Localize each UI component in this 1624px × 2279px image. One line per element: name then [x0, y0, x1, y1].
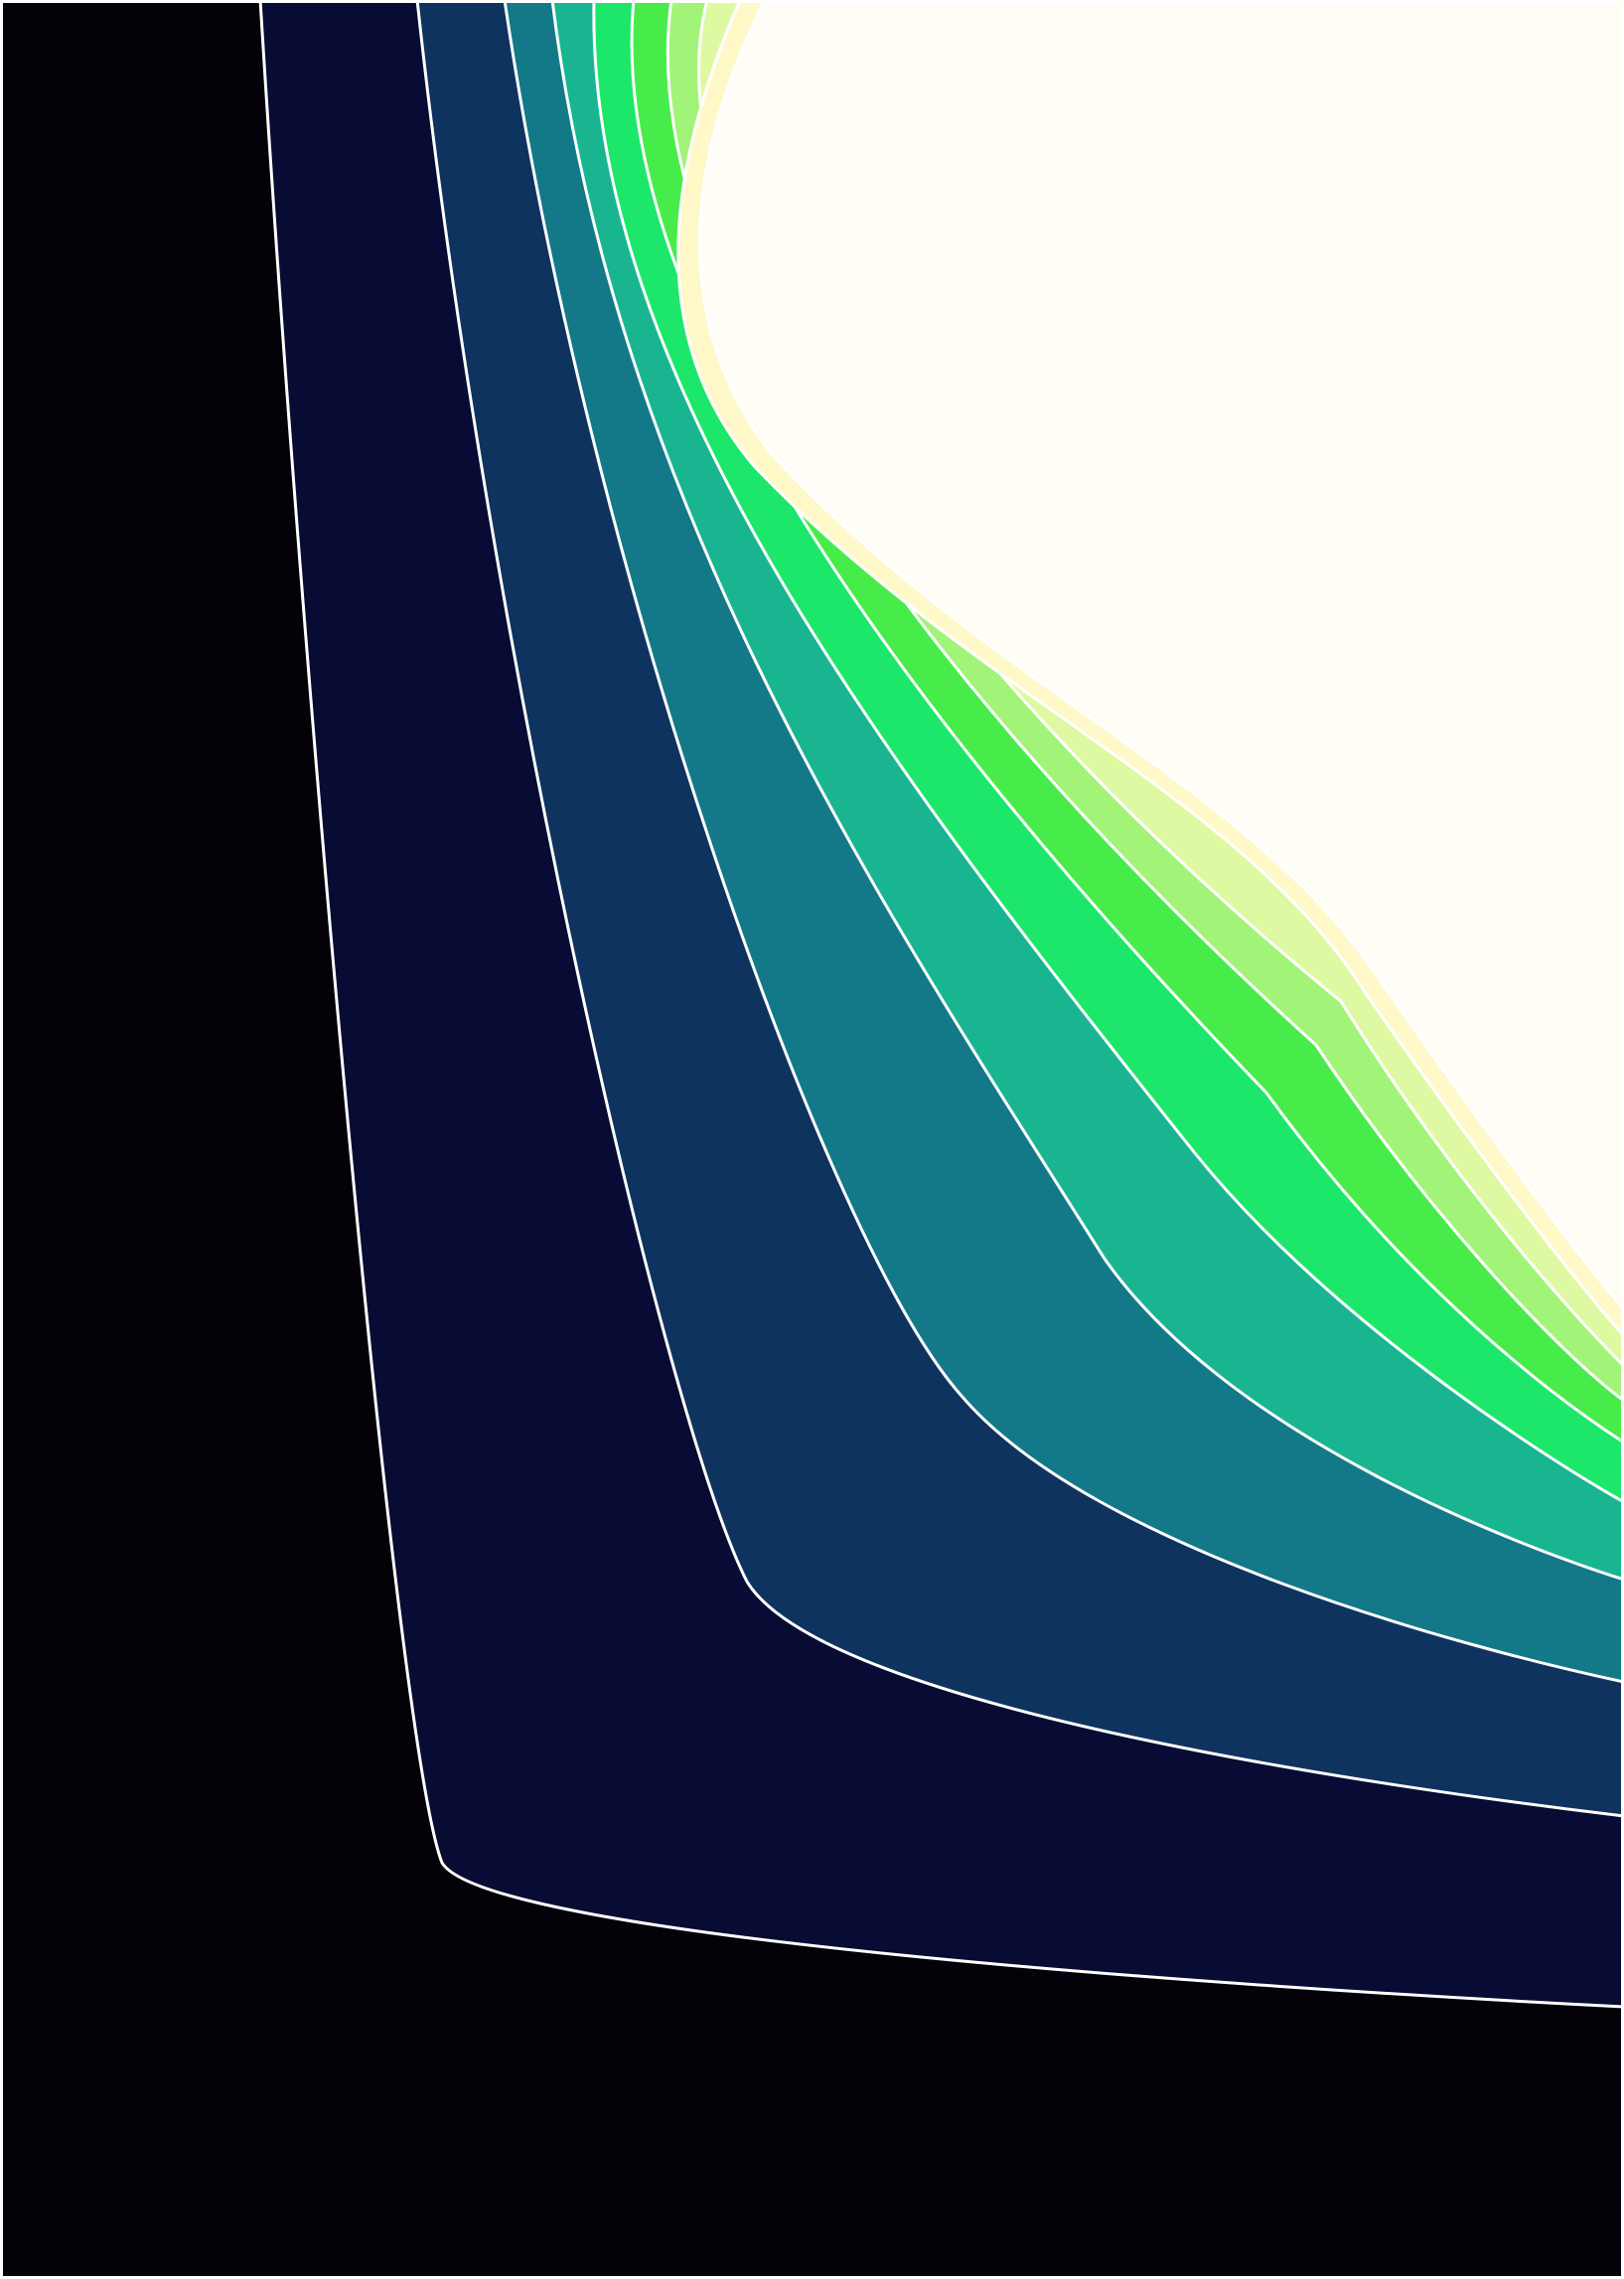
contour-core	[698, 0, 1624, 1312]
